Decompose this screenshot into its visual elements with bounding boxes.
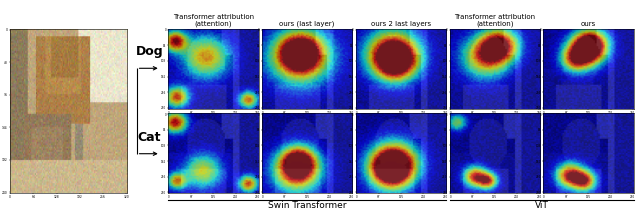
Text: ours (last layer): ours (last layer): [280, 21, 335, 27]
Text: Transformer attribution
(attention): Transformer attribution (attention): [173, 14, 254, 27]
Text: ViT: ViT: [534, 201, 548, 210]
Text: Cat: Cat: [138, 131, 161, 144]
Text: Swin Transformer: Swin Transformer: [268, 201, 346, 210]
Text: ours 2 last layers: ours 2 last layers: [371, 21, 431, 27]
Text: Dog: Dog: [136, 46, 163, 58]
Text: ours: ours: [581, 21, 596, 27]
Text: Transformer attribution
(attention): Transformer attribution (attention): [454, 14, 535, 27]
